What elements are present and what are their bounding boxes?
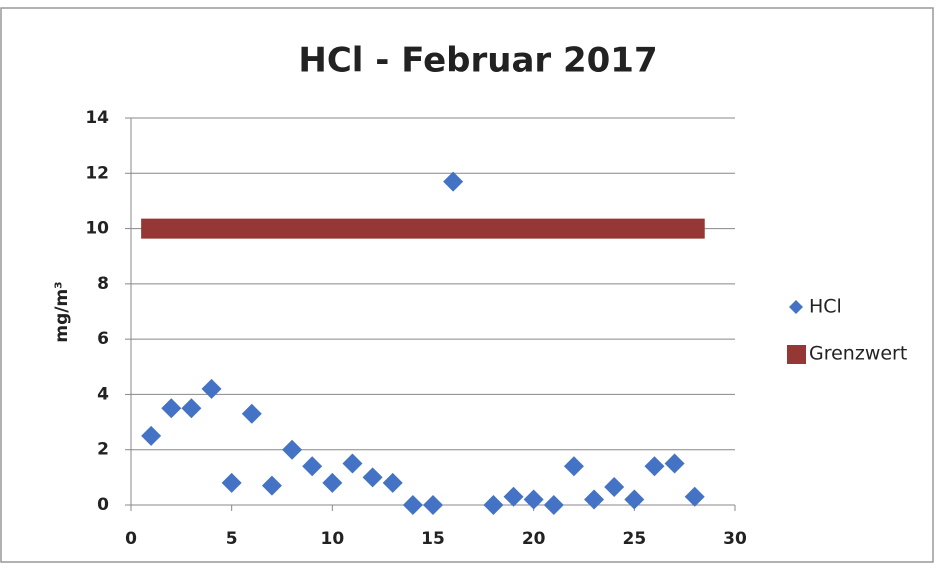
point xyxy=(181,398,202,419)
point xyxy=(584,489,605,510)
x-tick-label: 30 xyxy=(723,529,747,549)
chart-title: HCl - Februar 2017 xyxy=(298,41,657,81)
point xyxy=(382,472,403,493)
x-tick-label: 0 xyxy=(125,529,137,549)
y-tick-label: 10 xyxy=(85,219,109,239)
point xyxy=(402,495,423,515)
point xyxy=(543,495,564,515)
point xyxy=(241,403,262,424)
point xyxy=(302,456,323,477)
legend-swatch xyxy=(789,300,803,314)
point xyxy=(664,453,685,474)
y-tick-label: 4 xyxy=(97,384,109,404)
legend-label: Grenzwert xyxy=(809,343,907,365)
point xyxy=(282,439,303,460)
point xyxy=(342,453,363,474)
y-tick-label: 0 xyxy=(97,495,109,515)
legend-swatch xyxy=(787,345,806,364)
x-tick-label: 5 xyxy=(226,529,238,549)
legend-label: HCl xyxy=(809,296,842,318)
y-axis-label: mg/m³ xyxy=(52,281,72,342)
point xyxy=(423,495,443,515)
y-tick-label: 12 xyxy=(85,163,109,183)
point xyxy=(523,489,544,510)
x-tick-label: 25 xyxy=(622,529,646,549)
y-tick-label: 2 xyxy=(97,440,109,460)
y-tick-label: 14 xyxy=(85,108,109,128)
point xyxy=(261,475,282,496)
point xyxy=(443,171,464,192)
x-tick-label: 10 xyxy=(320,529,344,549)
x-tick-label: 20 xyxy=(522,529,546,549)
point xyxy=(201,378,222,399)
chart-frame xyxy=(0,7,934,563)
point xyxy=(141,425,162,446)
point xyxy=(563,456,584,477)
point xyxy=(221,472,242,493)
point xyxy=(644,456,665,477)
point xyxy=(322,472,343,493)
x-tick-label: 15 xyxy=(421,529,445,549)
point xyxy=(483,495,504,515)
point xyxy=(604,477,625,498)
y-tick-label: 6 xyxy=(97,329,109,349)
point xyxy=(503,486,524,507)
point xyxy=(684,486,705,507)
y-tick-label: 8 xyxy=(97,274,109,294)
point xyxy=(624,489,645,510)
point xyxy=(161,398,182,419)
point xyxy=(362,467,383,488)
